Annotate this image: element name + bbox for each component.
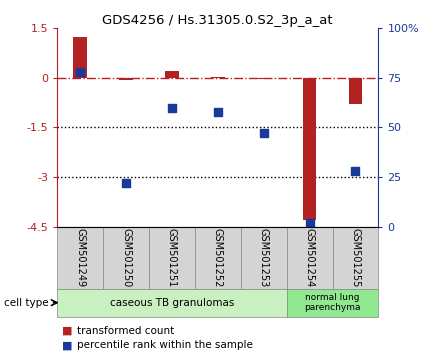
Text: caseous TB granulomas: caseous TB granulomas	[110, 298, 234, 308]
Point	[306, 220, 313, 225]
Text: GSM501251: GSM501251	[167, 228, 177, 287]
Bar	[195, 227, 241, 289]
Bar	[241, 227, 286, 289]
Text: GSM501255: GSM501255	[350, 228, 360, 287]
Bar	[149, 227, 195, 289]
Text: normal lung
parenchyma: normal lung parenchyma	[304, 293, 361, 312]
Bar	[286, 289, 378, 317]
Bar	[165, 71, 179, 78]
Text: GSM501253: GSM501253	[259, 228, 269, 287]
Bar	[286, 227, 333, 289]
Bar	[57, 289, 286, 317]
Title: GDS4256 / Hs.31305.0.S2_3p_a_at: GDS4256 / Hs.31305.0.S2_3p_a_at	[103, 14, 333, 27]
Text: cell type: cell type	[4, 298, 49, 308]
Bar	[57, 227, 103, 289]
Point	[77, 69, 84, 75]
Text: percentile rank within the sample: percentile rank within the sample	[77, 340, 253, 350]
Text: ■: ■	[62, 326, 72, 336]
Bar	[303, 78, 316, 220]
Text: GSM501252: GSM501252	[213, 228, 223, 287]
Text: GSM501250: GSM501250	[121, 228, 131, 287]
Point	[352, 168, 359, 174]
Bar	[348, 78, 363, 104]
Bar	[211, 77, 225, 78]
Text: GSM501249: GSM501249	[75, 228, 85, 287]
Text: transformed count: transformed count	[77, 326, 174, 336]
Bar	[103, 227, 149, 289]
Point	[214, 109, 221, 114]
Point	[122, 180, 129, 186]
Text: GSM501254: GSM501254	[304, 228, 315, 287]
Point	[169, 105, 176, 110]
Bar	[333, 227, 378, 289]
Bar	[119, 78, 133, 80]
Text: ■: ■	[62, 340, 72, 350]
Bar	[257, 78, 271, 79]
Point	[260, 131, 267, 136]
Bar	[73, 36, 87, 78]
